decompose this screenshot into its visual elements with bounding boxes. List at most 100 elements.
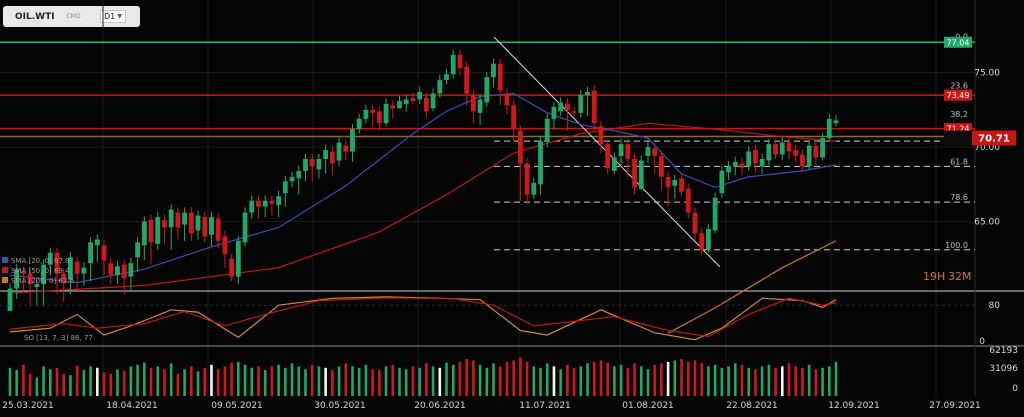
candle-body[interactable]	[645, 147, 651, 157]
candle-body[interactable]	[135, 242, 140, 258]
candle-body[interactable]	[497, 63, 503, 91]
candle-body[interactable]	[168, 209, 174, 228]
candle-body[interactable]	[7, 288, 13, 311]
candle-body[interactable]	[470, 94, 476, 112]
candle-body[interactable]	[155, 217, 161, 244]
candle-body[interactable]	[94, 239, 100, 246]
candle-body[interactable]	[27, 273, 33, 285]
candle-body[interactable]	[222, 236, 228, 255]
candle-body[interactable]	[672, 179, 678, 186]
candle-body[interactable]	[605, 144, 611, 168]
candle-body[interactable]	[423, 97, 429, 112]
candle-body[interactable]	[47, 252, 53, 265]
candle-body[interactable]	[88, 242, 93, 264]
candle-body[interactable]	[410, 97, 416, 101]
candle-body[interactable]	[477, 99, 483, 113]
candle-body[interactable]	[329, 151, 335, 164]
candle-body[interactable]	[61, 273, 67, 283]
candle-body[interactable]	[732, 161, 738, 167]
candle-body[interactable]	[289, 176, 295, 182]
candle-body[interactable]	[739, 163, 745, 168]
candle-body[interactable]	[699, 233, 705, 250]
candle-body[interactable]	[538, 141, 543, 185]
candle-body[interactable]	[759, 158, 765, 167]
candle-body[interactable]	[712, 197, 718, 231]
candle-body[interactable]	[558, 102, 564, 112]
candle-body[interactable]	[269, 200, 275, 204]
candle-body[interactable]	[638, 160, 644, 189]
candle-body[interactable]	[162, 220, 167, 228]
candle-body[interactable]	[235, 240, 241, 277]
candle-body[interactable]	[101, 245, 107, 261]
candle-body[interactable]	[618, 144, 624, 157]
candle-body[interactable]	[726, 166, 731, 173]
candle-body[interactable]	[746, 151, 752, 167]
candle-body[interactable]	[417, 91, 423, 100]
candle-body[interactable]	[491, 63, 496, 78]
candle-body[interactable]	[591, 90, 597, 124]
candle-body[interactable]	[611, 157, 617, 171]
candle-body[interactable]	[188, 212, 194, 234]
candle-body[interactable]	[444, 74, 449, 81]
candle-body[interactable]	[242, 212, 248, 243]
candle-body[interactable]	[658, 156, 664, 177]
candle-body[interactable]	[202, 217, 208, 237]
candle-body[interactable]	[309, 158, 315, 167]
candle-body[interactable]	[517, 130, 523, 164]
candle-body[interactable]	[276, 196, 282, 206]
candle-body[interactable]	[544, 118, 550, 142]
candle-body[interactable]	[571, 111, 577, 113]
candle-body[interactable]	[464, 66, 470, 94]
candle-body[interactable]	[578, 94, 584, 113]
candle-body[interactable]	[141, 221, 147, 246]
candle-body[interactable]	[773, 144, 778, 155]
candle-body[interactable]	[806, 145, 812, 167]
candle-body[interactable]	[115, 266, 120, 276]
candle-body[interactable]	[585, 91, 590, 95]
candle-body[interactable]	[350, 129, 355, 152]
symbol-selector[interactable]: OIL.WTI CMD D1 ▼	[3, 6, 140, 27]
candle-body[interactable]	[175, 212, 181, 228]
candle-body[interactable]	[511, 105, 517, 130]
candle-body[interactable]	[74, 261, 80, 274]
candle-body[interactable]	[41, 264, 46, 285]
candle-body[interactable]	[531, 182, 537, 195]
candle-body[interactable]	[209, 217, 214, 235]
candle-body[interactable]	[34, 284, 40, 288]
candle-body[interactable]	[336, 142, 342, 161]
candle-body[interactable]	[598, 126, 604, 145]
candle-body[interactable]	[256, 200, 261, 207]
candle-body[interactable]	[68, 257, 73, 280]
candle-body[interactable]	[820, 138, 825, 158]
candle-body[interactable]	[249, 200, 255, 213]
candle-body[interactable]	[316, 158, 322, 170]
candle-body[interactable]	[403, 99, 409, 104]
candle-body[interactable]	[343, 145, 349, 152]
candle-body[interactable]	[833, 120, 839, 124]
candle-body[interactable]	[484, 77, 490, 103]
candle-body[interactable]	[692, 212, 698, 234]
candle-body[interactable]	[303, 158, 308, 171]
candle-body[interactable]	[128, 263, 134, 277]
candle-body[interactable]	[121, 264, 127, 279]
candle-body[interactable]	[296, 170, 302, 179]
timeframe-dropdown[interactable]: D1 ▼	[100, 10, 126, 23]
candle-body[interactable]	[457, 54, 463, 69]
candle-body[interactable]	[766, 144, 772, 161]
candle-body[interactable]	[652, 148, 658, 157]
candle-body[interactable]	[625, 144, 631, 159]
candle-body[interactable]	[564, 103, 570, 110]
candle-body[interactable]	[376, 111, 382, 124]
candle-body[interactable]	[356, 118, 362, 130]
candle-body[interactable]	[262, 200, 268, 207]
candle-body[interactable]	[665, 176, 671, 188]
candle-body[interactable]	[215, 218, 221, 241]
candle-body[interactable]	[383, 103, 389, 124]
candle-body[interactable]	[685, 188, 691, 213]
candle-body[interactable]	[148, 220, 154, 243]
candle-body[interactable]	[826, 118, 832, 139]
candle-body[interactable]	[195, 215, 201, 231]
candle-body[interactable]	[551, 106, 557, 119]
candle-body[interactable]	[813, 145, 819, 158]
candle-body[interactable]	[800, 154, 805, 167]
